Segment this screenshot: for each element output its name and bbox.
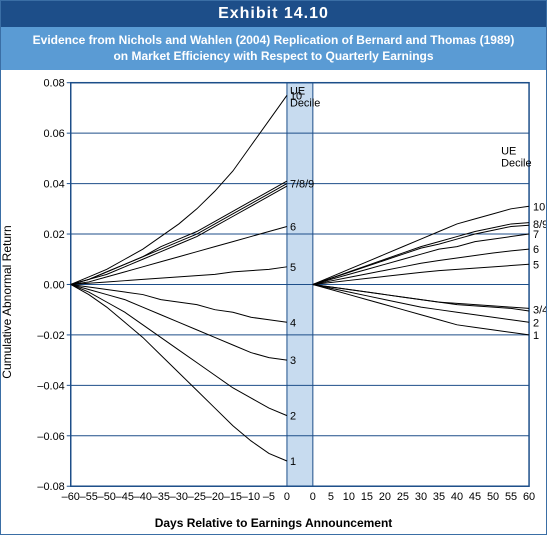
x-tick-label: 60 — [523, 491, 535, 503]
x-tick-label: 0 — [310, 491, 316, 503]
left-decile-label: 1 — [290, 456, 296, 468]
right-decile-label: 10 — [533, 201, 545, 213]
subtitle-line-2: on Market Efficiency with Respect to Qua… — [113, 49, 433, 63]
left-decile-label: 2 — [290, 411, 296, 423]
y-axis-label: Cumulative Abnormal Return — [0, 225, 14, 378]
left-series-1 — [71, 285, 287, 462]
right-decile-label: 8/9 — [533, 219, 546, 231]
x-tick-label: –35 — [152, 491, 170, 503]
y-tick-label: 0.06 — [43, 128, 64, 140]
exhibit-subtitle: Evidence from Nichols and Wahlen (2004) … — [1, 27, 546, 70]
x-tick-label: –25 — [188, 491, 206, 503]
left-decile-label: 4 — [290, 317, 296, 329]
left-decile-label: 5 — [290, 262, 296, 274]
right-series-3 — [313, 285, 529, 309]
x-tick-label: 45 — [469, 491, 481, 503]
x-axis-label: Days Relative to Earnings Announcement — [1, 516, 546, 530]
right-decile-label: 1 — [533, 330, 539, 342]
left-decile-label: 6 — [290, 222, 296, 234]
y-tick-label: –0.02 — [37, 330, 64, 342]
left-decile-label: 7/8/9 — [290, 179, 314, 191]
x-tick-label: 55 — [505, 491, 517, 503]
right-series-1 — [313, 285, 529, 335]
left-decile-label: 10 — [290, 90, 302, 102]
x-tick-label: –40 — [134, 491, 152, 503]
y-tick-label: 0.08 — [43, 78, 64, 90]
left-series-10 — [71, 96, 287, 285]
y-tick-label: 0.02 — [43, 229, 64, 241]
right-series-2 — [313, 285, 529, 323]
exhibit-title: Exhibit 14.10 — [1, 1, 546, 27]
x-tick-label: 15 — [361, 491, 373, 503]
y-tick-label: 0.00 — [43, 280, 64, 292]
x-tick-label: 20 — [379, 491, 391, 503]
subtitle-line-1: Evidence from Nichols and Wahlen (2004) … — [33, 33, 515, 47]
right-decile-label: 2 — [533, 317, 539, 329]
x-tick-label: 30 — [415, 491, 427, 503]
x-tick-label: –15 — [224, 491, 242, 503]
x-tick-label: –55 — [80, 491, 98, 503]
x-tick-label: –20 — [206, 491, 224, 503]
x-tick-label: 5 — [328, 491, 334, 503]
right-decile-label: 3/4 — [533, 305, 546, 317]
x-tick-label: –5 — [263, 491, 275, 503]
x-tick-label: 25 — [397, 491, 409, 503]
left-series-9 — [71, 181, 287, 284]
x-tick-label: –10 — [242, 491, 260, 503]
x-tick-label: 40 — [451, 491, 463, 503]
y-tick-label: –0.04 — [37, 381, 64, 393]
x-tick-label: 0 — [284, 491, 290, 503]
x-tick-label: 10 — [343, 491, 355, 503]
chart-area: Cumulative Abnormal Return –0.08–0.06–0.… — [1, 70, 546, 534]
right-decile-label: 6 — [533, 244, 539, 256]
left-series-3 — [71, 285, 287, 361]
right-series-7 — [313, 234, 529, 284]
y-tick-label: –0.06 — [37, 431, 64, 443]
x-tick-label: –45 — [116, 491, 134, 503]
exhibit-container: Exhibit 14.10 Evidence from Nichols and … — [0, 0, 547, 535]
right-decile-header: UE — [501, 146, 516, 158]
left-series-4 — [71, 285, 287, 323]
x-tick-label: 50 — [487, 491, 499, 503]
y-tick-label: 0.04 — [43, 179, 64, 191]
x-tick-label: –60 — [62, 491, 80, 503]
right-series-5 — [313, 264, 529, 284]
x-tick-label: 35 — [433, 491, 445, 503]
right-decile-label: 5 — [533, 259, 539, 271]
x-tick-label: –30 — [170, 491, 188, 503]
left-decile-label: 3 — [290, 355, 296, 367]
chart-svg: –0.08–0.06–0.04–0.020.000.020.040.060.08… — [1, 70, 546, 534]
x-tick-label: –50 — [98, 491, 116, 503]
right-decile-header: Decile — [501, 158, 531, 170]
